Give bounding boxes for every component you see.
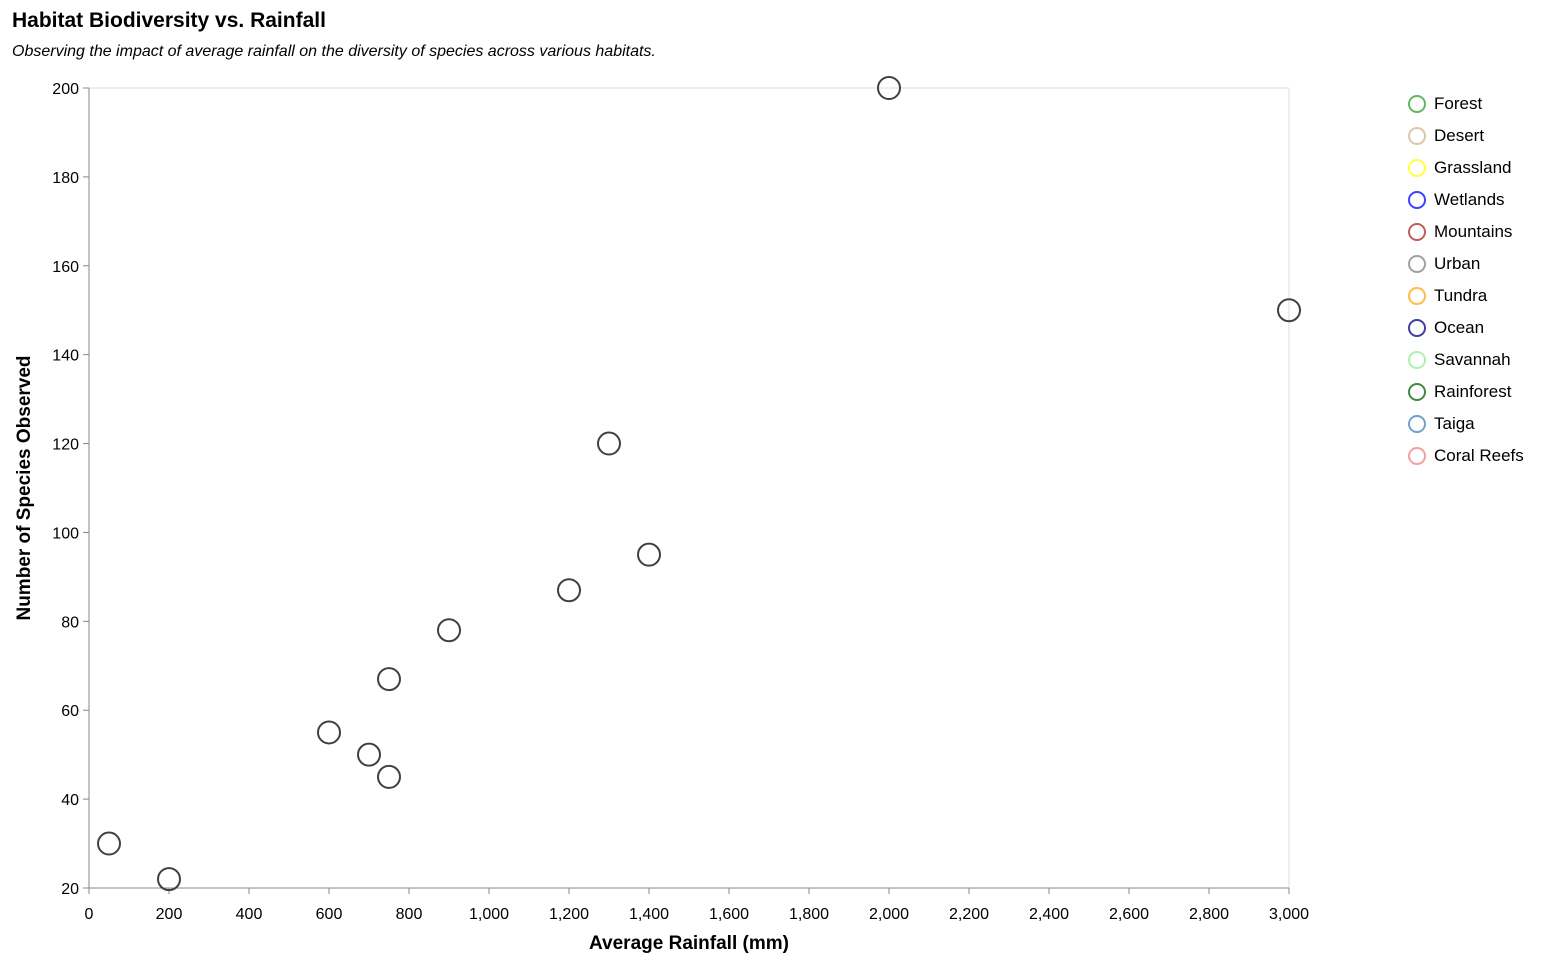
- legend-item[interactable]: Coral Reefs: [1408, 440, 1554, 472]
- legend-item[interactable]: Ocean: [1408, 312, 1554, 344]
- legend-label: Coral Reefs: [1434, 446, 1524, 465]
- legend-item[interactable]: Tundra: [1408, 280, 1554, 312]
- x-tick-label: 1,800: [789, 906, 829, 923]
- x-axis-title: Average Rainfall (mm): [589, 933, 789, 954]
- y-tick-label: 80: [61, 614, 79, 631]
- x-tick-label: 600: [316, 906, 343, 923]
- x-tick-label: 2,000: [869, 906, 909, 923]
- legend-circle-icon: [1408, 191, 1426, 209]
- y-tick-label: 60: [61, 703, 79, 720]
- x-tick-label: 800: [396, 906, 423, 923]
- legend-circle-icon: [1408, 351, 1426, 369]
- legend-item[interactable]: Taiga: [1408, 408, 1554, 440]
- legend-label: Mountains: [1434, 222, 1513, 241]
- y-tick-label: 20: [61, 881, 79, 898]
- y-axis-title: Number of Species Observed: [14, 355, 35, 620]
- x-tick-label: 2,200: [949, 906, 989, 923]
- data-point[interactable]: [157, 867, 181, 892]
- scatter-points: [97, 76, 1301, 892]
- x-tick-label: 200: [156, 906, 183, 923]
- legend-label: Rainforest: [1434, 382, 1512, 401]
- y-tick-label: 100: [52, 525, 79, 542]
- y-tick-label: 40: [61, 792, 79, 809]
- legend-circle-icon: [1408, 127, 1426, 145]
- data-point[interactable]: [637, 542, 661, 567]
- x-tick-label: 1,200: [549, 906, 589, 923]
- data-point[interactable]: [557, 578, 581, 603]
- x-tick-label: 1,400: [629, 906, 669, 923]
- legend-circle-icon: [1408, 287, 1426, 305]
- legend-item[interactable]: Rainforest: [1408, 376, 1554, 408]
- x-tick-label: 2,400: [1029, 906, 1069, 923]
- data-point[interactable]: [877, 76, 901, 100]
- legend-circle-icon: [1408, 415, 1426, 433]
- y-tick-label: 120: [52, 437, 79, 454]
- data-point[interactable]: [357, 742, 381, 767]
- legend-item[interactable]: Forest: [1408, 88, 1554, 120]
- y-tick-label: 140: [52, 348, 79, 365]
- legend-item[interactable]: Savannah: [1408, 344, 1554, 376]
- legend-label: Urban: [1434, 254, 1481, 273]
- legend-item[interactable]: Wetlands: [1408, 184, 1554, 216]
- y-tick-label: 180: [52, 170, 79, 187]
- data-point[interactable]: [597, 431, 621, 456]
- legend-circle-icon: [1408, 159, 1426, 177]
- legend-label: Ocean: [1434, 318, 1485, 337]
- legend: Forest Desert Grassland Wetlands Mountains Ur…: [1408, 88, 1554, 472]
- x-tick-label: 400: [236, 906, 263, 923]
- legend-circle-icon: [1408, 447, 1426, 465]
- data-point[interactable]: [97, 831, 121, 856]
- legend-label: Savannah: [1434, 350, 1511, 369]
- legend-item[interactable]: Urban: [1408, 248, 1554, 280]
- data-point[interactable]: [377, 764, 401, 789]
- legend-label: Forest: [1434, 94, 1483, 113]
- x-tick-label: 0: [85, 906, 94, 923]
- axes: 0 200 400 600 800 1,000 1,200 1,400 1,600 1,800 2,…: [52, 81, 1309, 923]
- legend-item[interactable]: Desert: [1408, 120, 1554, 152]
- legend-item[interactable]: Mountains: [1408, 216, 1554, 248]
- legend-circle-icon: [1408, 95, 1426, 113]
- legend-circle-icon: [1408, 319, 1426, 337]
- data-point[interactable]: [377, 667, 401, 692]
- y-tick-label: 200: [52, 81, 79, 98]
- x-tick-label: 1,600: [709, 906, 749, 923]
- data-point[interactable]: [1277, 298, 1301, 323]
- legend-circle-icon: [1408, 383, 1426, 401]
- legend-circle-icon: [1408, 223, 1426, 241]
- legend-label: Wetlands: [1434, 190, 1505, 209]
- y-tick-label: 160: [52, 259, 79, 276]
- legend-label: Desert: [1434, 126, 1485, 145]
- x-tick-label: 1,000: [469, 906, 509, 923]
- chart-subtitle: Observing the impact of average rainfall…: [12, 43, 656, 60]
- data-point[interactable]: [317, 720, 341, 745]
- x-tick-label: 3,000: [1269, 906, 1309, 923]
- data-point[interactable]: [437, 618, 461, 643]
- x-tick-label: 2,800: [1189, 906, 1229, 923]
- legend-label: Grassland: [1434, 158, 1512, 177]
- legend-item[interactable]: Grassland: [1408, 152, 1554, 184]
- legend-label: Tundra: [1434, 286, 1488, 305]
- legend-label: Taiga: [1434, 414, 1475, 433]
- legend-circle-icon: [1408, 255, 1426, 273]
- x-tick-label: 2,600: [1109, 906, 1149, 923]
- chart-title: Habitat Biodiversity vs. Rainfall: [12, 9, 326, 32]
